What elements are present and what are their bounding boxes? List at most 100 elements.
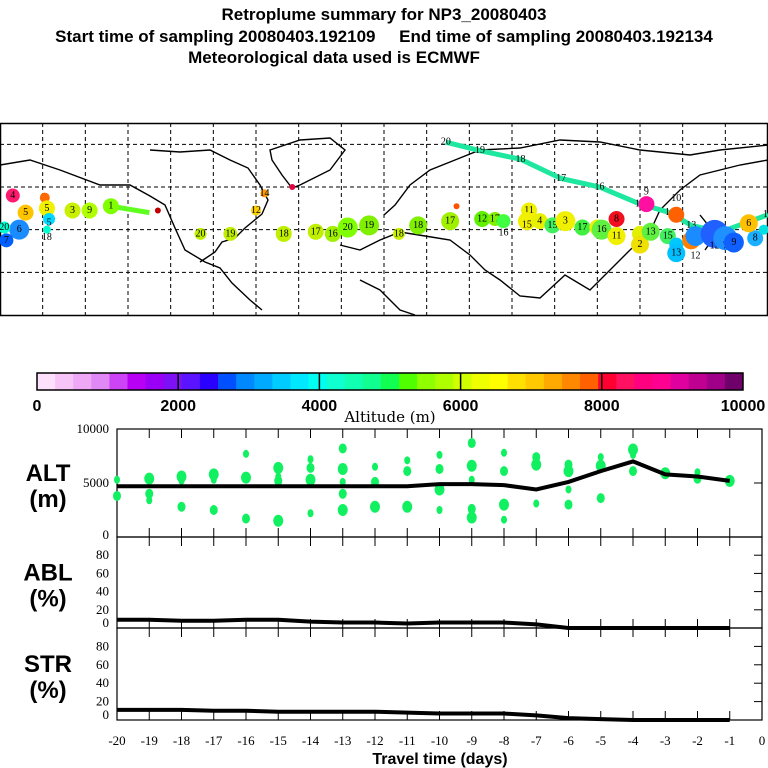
- plume-marker: 16: [324, 225, 341, 242]
- plume-marker-dot: [307, 223, 324, 240]
- x-tick-label: -8: [499, 733, 510, 748]
- particle-cluster-point: [307, 509, 314, 518]
- colorbar-swatch: [561, 373, 581, 390]
- colorbar-swatch: [362, 373, 382, 390]
- series-line-alt: [117, 459, 731, 492]
- figure-title: Retroplume summary for NP3_20080403: [221, 5, 546, 24]
- plume-marker-dot: [667, 244, 686, 263]
- particle-cluster-point: [597, 453, 604, 462]
- plume-marker-label: 11: [612, 231, 622, 242]
- plume-marker-label: 9: [644, 187, 649, 198]
- plume-marker-label: 5: [23, 207, 28, 218]
- particle-cluster-point: [501, 515, 507, 524]
- particle-cluster-point: [145, 488, 154, 499]
- plume-marker-dot: [9, 219, 30, 240]
- plume-marker-label: 18: [42, 232, 52, 243]
- colorbar-swatch: [525, 373, 545, 390]
- y-tick-label: 10000: [77, 421, 110, 436]
- x-tick-label: -18: [173, 733, 190, 748]
- colorbar-swatch: [145, 373, 165, 390]
- particle-cluster-point: [501, 448, 507, 457]
- y-tick-label: 20: [96, 694, 109, 709]
- colorbar-swatch: [670, 373, 690, 390]
- plume-marker-dot: [275, 225, 292, 242]
- y-tick-label: 20: [96, 602, 109, 617]
- plume-marker-dot: [38, 200, 55, 217]
- particle-cluster-point: [306, 462, 315, 473]
- plume-marker-label: 4: [10, 190, 15, 201]
- series-line-str: [117, 707, 730, 722]
- colorbar-swatch: [37, 373, 56, 390]
- trajectory-day-label: 19: [475, 145, 485, 156]
- trajectory-day-label: 20: [441, 137, 451, 148]
- particle-cluster-point: [273, 514, 284, 527]
- plume-marker-dot: [638, 196, 655, 213]
- colorbar-swatch: [634, 373, 653, 390]
- colorbar-swatch: [236, 373, 255, 390]
- x-tick-label: -7: [531, 733, 542, 748]
- plume-marker-dot: [739, 214, 758, 233]
- plume-marker-label: 3: [70, 205, 75, 216]
- y-tick-label: 5000: [83, 475, 109, 490]
- particle-cluster-point: [210, 475, 217, 484]
- met-data-note: Meteorological data used is ECMWF: [188, 48, 480, 67]
- plume-marker-label: 6: [17, 224, 22, 235]
- plume-marker-label: 16: [328, 228, 338, 239]
- colorbar-swatch: [218, 373, 237, 390]
- plume-marker: 18: [409, 216, 428, 235]
- plume-marker-dot: [441, 212, 460, 231]
- colorbar-label: Altitude (m): [343, 408, 435, 426]
- plume-marker: 2: [631, 235, 649, 254]
- trajectory-day-label: 17: [556, 173, 566, 184]
- plume-marker-dot: [555, 211, 576, 232]
- x-tick-label: -6: [563, 733, 574, 748]
- series-line-abl: [117, 617, 730, 630]
- particle-cluster-point: [338, 443, 347, 454]
- x-tick-label: -16: [237, 733, 255, 748]
- plume-marker-label: 3: [563, 216, 568, 227]
- particle-cluster-point: [372, 462, 378, 471]
- plume-marker-dot: [324, 225, 341, 242]
- particle-cluster-point: [403, 466, 412, 477]
- particle-cluster-point: [208, 468, 219, 481]
- panel-unit: (%): [29, 586, 66, 613]
- x-tick-label: -14: [302, 733, 320, 748]
- x-axis-label: Travel time (days): [372, 751, 507, 768]
- colorbar-swatch: [399, 373, 418, 390]
- plume-marker-label: 5: [47, 218, 52, 229]
- particle-cluster-point: [563, 465, 574, 478]
- colorbar-swatch: [489, 373, 509, 390]
- plume-marker-dot: [42, 225, 51, 234]
- plume-marker-dot: [0, 233, 14, 248]
- y-tick-label: 0: [103, 527, 110, 542]
- colorbar-swatch: [272, 373, 291, 390]
- plume-marker-label: 8: [753, 233, 758, 244]
- trajectory-day-label: 18: [516, 154, 526, 165]
- plume-marker-label: 10: [671, 193, 681, 204]
- colorbar-swatch: [290, 373, 310, 390]
- plume-marker: 13: [667, 244, 686, 263]
- plume-marker-dot: [685, 226, 706, 247]
- plume-marker: 20: [337, 217, 358, 238]
- trajectory-day-label: 16: [594, 182, 604, 193]
- plume-marker-label: 20: [196, 228, 206, 239]
- particle-cluster-point: [305, 473, 316, 486]
- particle-cluster-point: [337, 504, 348, 516]
- plume-marker-dot: [5, 188, 20, 203]
- particle-cluster-point: [564, 499, 573, 510]
- plume-marker: [289, 184, 296, 190]
- colorbar-swatch: [543, 373, 563, 390]
- colorbar-swatch: [199, 373, 219, 390]
- plume-marker-dot: [758, 224, 768, 235]
- x-tick-label: -9: [466, 733, 477, 748]
- particle-cluster-point: [274, 475, 283, 486]
- plume-marker-label: 16: [597, 224, 607, 235]
- plume-marker-label: 18: [279, 228, 289, 239]
- plume-marker: 16: [591, 219, 612, 240]
- plume-marker-dot: [409, 216, 428, 235]
- colorbar-tick-label: 6000: [443, 398, 479, 415]
- sampling-times: Start time of sampling 20080403.192109 E…: [55, 27, 713, 46]
- plume-marker-dot: [641, 222, 660, 241]
- colorbar-swatch: [507, 373, 527, 390]
